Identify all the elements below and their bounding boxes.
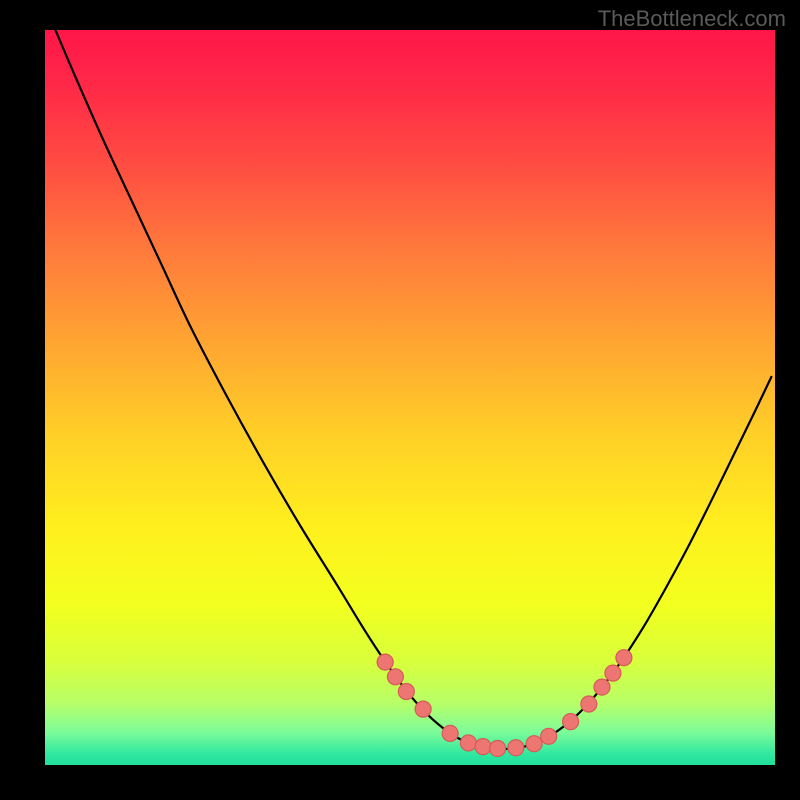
curve-marker bbox=[490, 740, 506, 756]
curve-marker bbox=[605, 665, 621, 681]
curve-marker bbox=[541, 728, 557, 744]
curve-marker bbox=[508, 740, 524, 756]
curve-marker bbox=[475, 739, 491, 755]
curve-marker bbox=[415, 701, 431, 717]
curve-marker bbox=[377, 654, 393, 670]
curve-marker bbox=[398, 684, 414, 700]
chart-container: TheBottleneck.com bbox=[0, 0, 800, 800]
curve-marker bbox=[594, 679, 610, 695]
curve-marker bbox=[460, 735, 476, 751]
curve-marker bbox=[581, 696, 597, 712]
curve-marker bbox=[526, 736, 542, 752]
plot-background bbox=[45, 30, 775, 765]
curve-marker bbox=[442, 725, 458, 741]
watermark-text: TheBottleneck.com bbox=[598, 6, 786, 32]
curve-marker bbox=[616, 650, 632, 666]
curve-marker bbox=[563, 714, 579, 730]
curve-marker bbox=[387, 669, 403, 685]
bottleneck-curve-chart bbox=[0, 0, 800, 800]
